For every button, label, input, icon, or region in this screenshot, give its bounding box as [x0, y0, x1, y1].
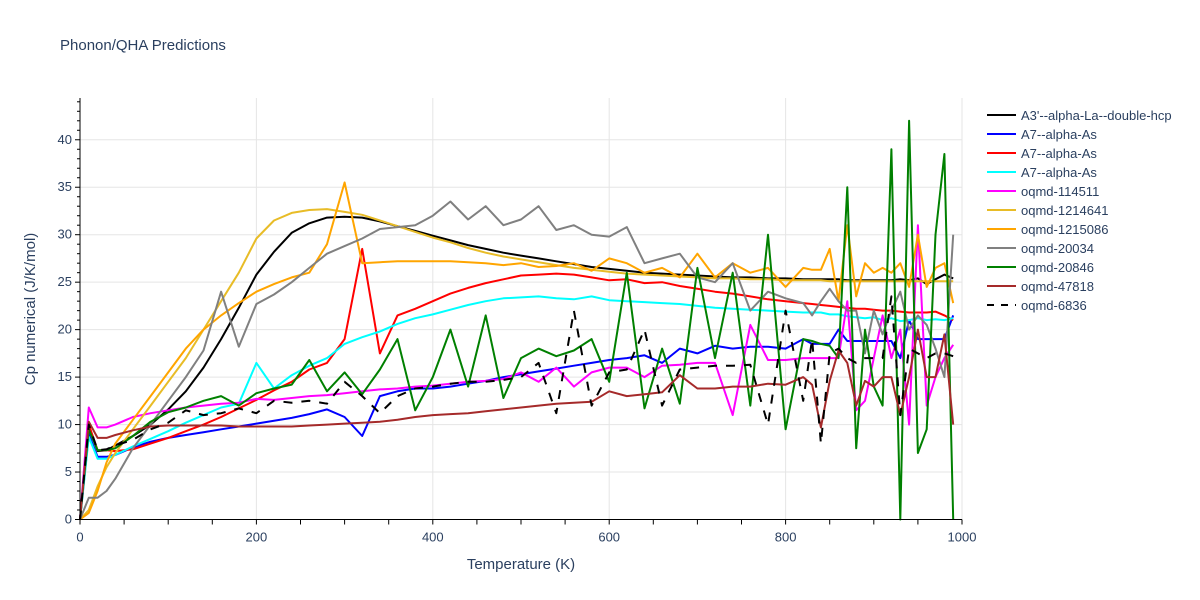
chart-title: Phonon/QHA Predictions: [60, 37, 226, 54]
legend-label: oqmd-20034: [1021, 241, 1094, 256]
legend-label: oqmd-114511: [1021, 184, 1099, 199]
series-line-10: [79, 295, 954, 520]
y-axis-label: Cp numerical (J/K/mol): [22, 233, 39, 386]
series-line-6: [79, 181, 955, 521]
legend-label: A7--alpha-As: [1021, 146, 1097, 161]
y-tick-label: 25: [58, 274, 72, 289]
legend-label: A7--alpha-As: [1021, 127, 1097, 142]
y-tick-label: 40: [58, 132, 72, 147]
legend-label: oqmd-47818: [1021, 279, 1094, 294]
legend-label: A3'--alpha-La--double-hcp: [1021, 108, 1172, 123]
series-line-5: [79, 208, 954, 521]
y-tick-label: 5: [65, 464, 72, 479]
legend-label: A7--alpha-As: [1021, 165, 1097, 180]
y-tick-label: 20: [58, 322, 72, 337]
y-tick-label: 0: [65, 512, 72, 527]
series-line-4: [79, 224, 955, 520]
x-tick-label: 200: [246, 530, 268, 545]
x-tick-label: 800: [775, 530, 797, 545]
legend-label: oqmd-6836: [1021, 298, 1087, 313]
series-line-3: [79, 295, 954, 520]
y-tick-label: 35: [58, 179, 72, 194]
x-tick-label: 0: [76, 530, 83, 545]
grid: [80, 98, 963, 520]
series-line-7: [79, 200, 955, 520]
series-line-9: [79, 328, 955, 520]
x-tick-label: 600: [598, 530, 620, 545]
legend-label: oqmd-1215086: [1021, 222, 1108, 237]
series-line-2: [79, 247, 954, 520]
legend: A3'--alpha-La--double-hcp A7--alpha-As A7-…: [987, 108, 1172, 313]
x-tick-label: 400: [422, 530, 444, 545]
legend-label: oqmd-20846: [1021, 260, 1094, 275]
x-axis-label: Temperature (K): [467, 556, 575, 573]
y-tick-label: 30: [58, 227, 72, 242]
plot-area: [79, 119, 955, 521]
legend-label: oqmd-1214641: [1021, 203, 1108, 218]
series-line-8: [79, 119, 955, 521]
y-tick-label: 10: [58, 417, 72, 432]
x-tick-label: 1000: [948, 530, 977, 545]
y-tick-label: 15: [58, 369, 72, 384]
